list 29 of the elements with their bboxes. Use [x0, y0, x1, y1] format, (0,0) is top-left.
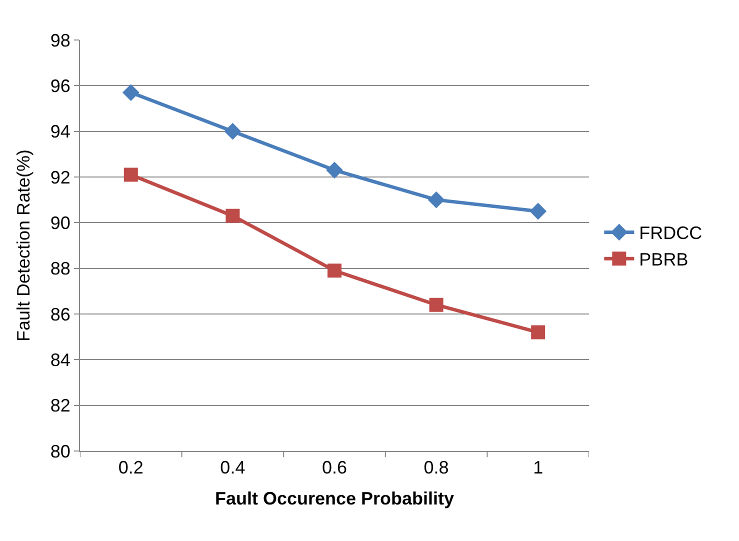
x-tick-label: 0.6 [322, 458, 348, 478]
y-axis-title: Fault Detection Rate(%) [14, 149, 34, 342]
point [124, 168, 138, 182]
point [428, 191, 445, 208]
point [531, 325, 546, 340]
point [224, 122, 242, 140]
y-tick-label: 88 [50, 258, 70, 279]
x-tick-label: 0.8 [424, 458, 449, 478]
y-tick-label: 86 [50, 304, 70, 324]
y-tick-label: 90 [50, 212, 70, 233]
point [328, 264, 342, 278]
legend-label: FRDCC [639, 223, 702, 244]
x-tick-label: 0.4 [220, 458, 246, 478]
point [530, 202, 547, 220]
y-tick-label: 96 [50, 76, 70, 96]
y-tick-label: 98 [50, 30, 70, 50]
point [122, 84, 140, 101]
point [326, 162, 343, 179]
x-tick-label: 0.2 [118, 458, 144, 478]
y-tick-label: 80 [50, 441, 70, 462]
x-tick-label: 1 [533, 458, 544, 478]
point [226, 208, 240, 223]
y-tick-label: 82 [50, 396, 70, 416]
y-tick-label: 84 [50, 350, 70, 370]
point [429, 298, 444, 312]
legend-label: PBRB [639, 250, 688, 270]
x-axis-title: Fault Occurence Probability [214, 488, 454, 509]
y-tick-label: 92 [50, 167, 70, 188]
y-tick-label: 94 [50, 122, 70, 142]
